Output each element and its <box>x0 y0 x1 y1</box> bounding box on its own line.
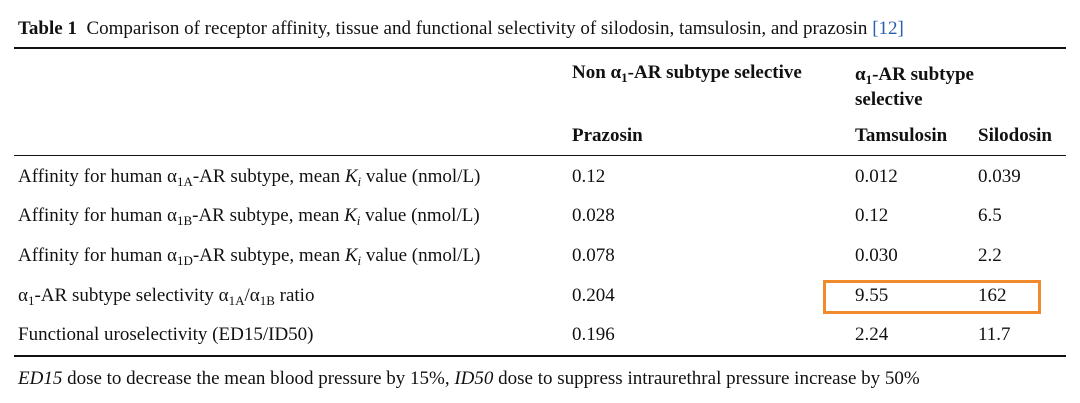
footnote: ED15 dose to decrease the mean blood pre… <box>18 368 920 390</box>
row-label: α1-AR subtype selectivity α1A/α1B ratio <box>18 285 314 307</box>
text: 1 <box>865 72 873 87</box>
text: -AR subtype, mean <box>192 205 345 226</box>
caption-text: Comparison of receptor affinity, tissue … <box>86 18 868 39</box>
row-label: Affinity for human α1A-AR subtype, mean … <box>18 166 480 188</box>
text: Functional uroselectivity (ED15/ID50) <box>18 324 314 345</box>
column-header: Tamsulosin <box>855 125 948 146</box>
text: value (nmol/L) <box>361 245 481 266</box>
text: value (nmol/L) <box>360 205 480 226</box>
text: K <box>344 245 358 266</box>
text: 1 <box>27 293 35 308</box>
text: K <box>344 205 357 226</box>
text: Affinity for human α <box>18 245 177 266</box>
text: dose to suppress intraurethral pressure … <box>493 368 920 389</box>
text: 1B <box>259 293 275 308</box>
row-label: Affinity for human α1D-AR subtype, mean … <box>18 245 480 267</box>
cell: 11.7 <box>978 324 1011 345</box>
column-header: Prazosin <box>572 125 643 146</box>
cell: 2.24 <box>855 324 889 345</box>
cell: 2.2 <box>978 245 1002 266</box>
text: -AR subtype selective <box>627 62 802 83</box>
text: i <box>357 253 362 268</box>
cell: 0.12 <box>855 205 889 226</box>
caption-label: Table 1 <box>18 18 77 39</box>
text: i <box>357 174 362 189</box>
text: ratio <box>274 285 315 306</box>
text: 1 <box>621 70 628 85</box>
highlight-box <box>823 280 1041 314</box>
cell: 0.039 <box>978 166 1021 187</box>
cell: 0.078 <box>572 245 615 266</box>
text: dose to decrease the mean blood pressure… <box>62 368 455 389</box>
column-header: Silodosin <box>978 125 1052 146</box>
text: /α <box>244 285 260 306</box>
text: 1D <box>176 253 193 268</box>
row-label: Affinity for human α1B-AR subtype, mean … <box>18 205 480 227</box>
cell: 0.028 <box>572 205 615 226</box>
cell: 0.12 <box>572 166 606 187</box>
text: i <box>356 213 361 228</box>
cell: 0.204 <box>572 285 615 306</box>
text: 1A <box>228 293 245 308</box>
text: α <box>855 64 866 85</box>
text: ID50 <box>454 368 494 389</box>
caption-reference[interactable]: [12] <box>872 18 904 39</box>
cell: 9.55 <box>855 285 889 306</box>
bottom-rule <box>14 355 1066 357</box>
text: -AR subtype, mean <box>192 245 345 266</box>
text: ED15 <box>18 368 63 389</box>
text: -AR subtype selectivity α <box>34 285 229 306</box>
text: 1B <box>176 213 193 228</box>
text: α <box>18 285 28 306</box>
header-rule <box>14 155 1066 156</box>
text: K <box>344 166 358 187</box>
text: -AR subtype selective <box>855 64 974 110</box>
cell: 6.5 <box>978 205 1002 226</box>
text: Non α <box>572 62 622 83</box>
header-group: Non α1-AR subtype selective <box>572 62 802 84</box>
row-label: Functional uroselectivity (ED15/ID50) <box>18 324 314 346</box>
text: 1A <box>176 174 193 189</box>
cell: 0.196 <box>572 324 615 345</box>
header-group: α1-AR subtype selective <box>855 62 1005 112</box>
text: -AR subtype, mean <box>192 166 345 187</box>
cell: 162 <box>978 285 1007 306</box>
cell: 0.030 <box>855 245 898 266</box>
top-rule <box>14 47 1066 49</box>
text: Affinity for human α <box>18 205 177 226</box>
text: value (nmol/L) <box>361 166 481 187</box>
caption: Table 1 Comparison of receptor affinity,… <box>18 18 904 40</box>
text: Affinity for human α <box>18 166 177 187</box>
cell: 0.012 <box>855 166 898 187</box>
